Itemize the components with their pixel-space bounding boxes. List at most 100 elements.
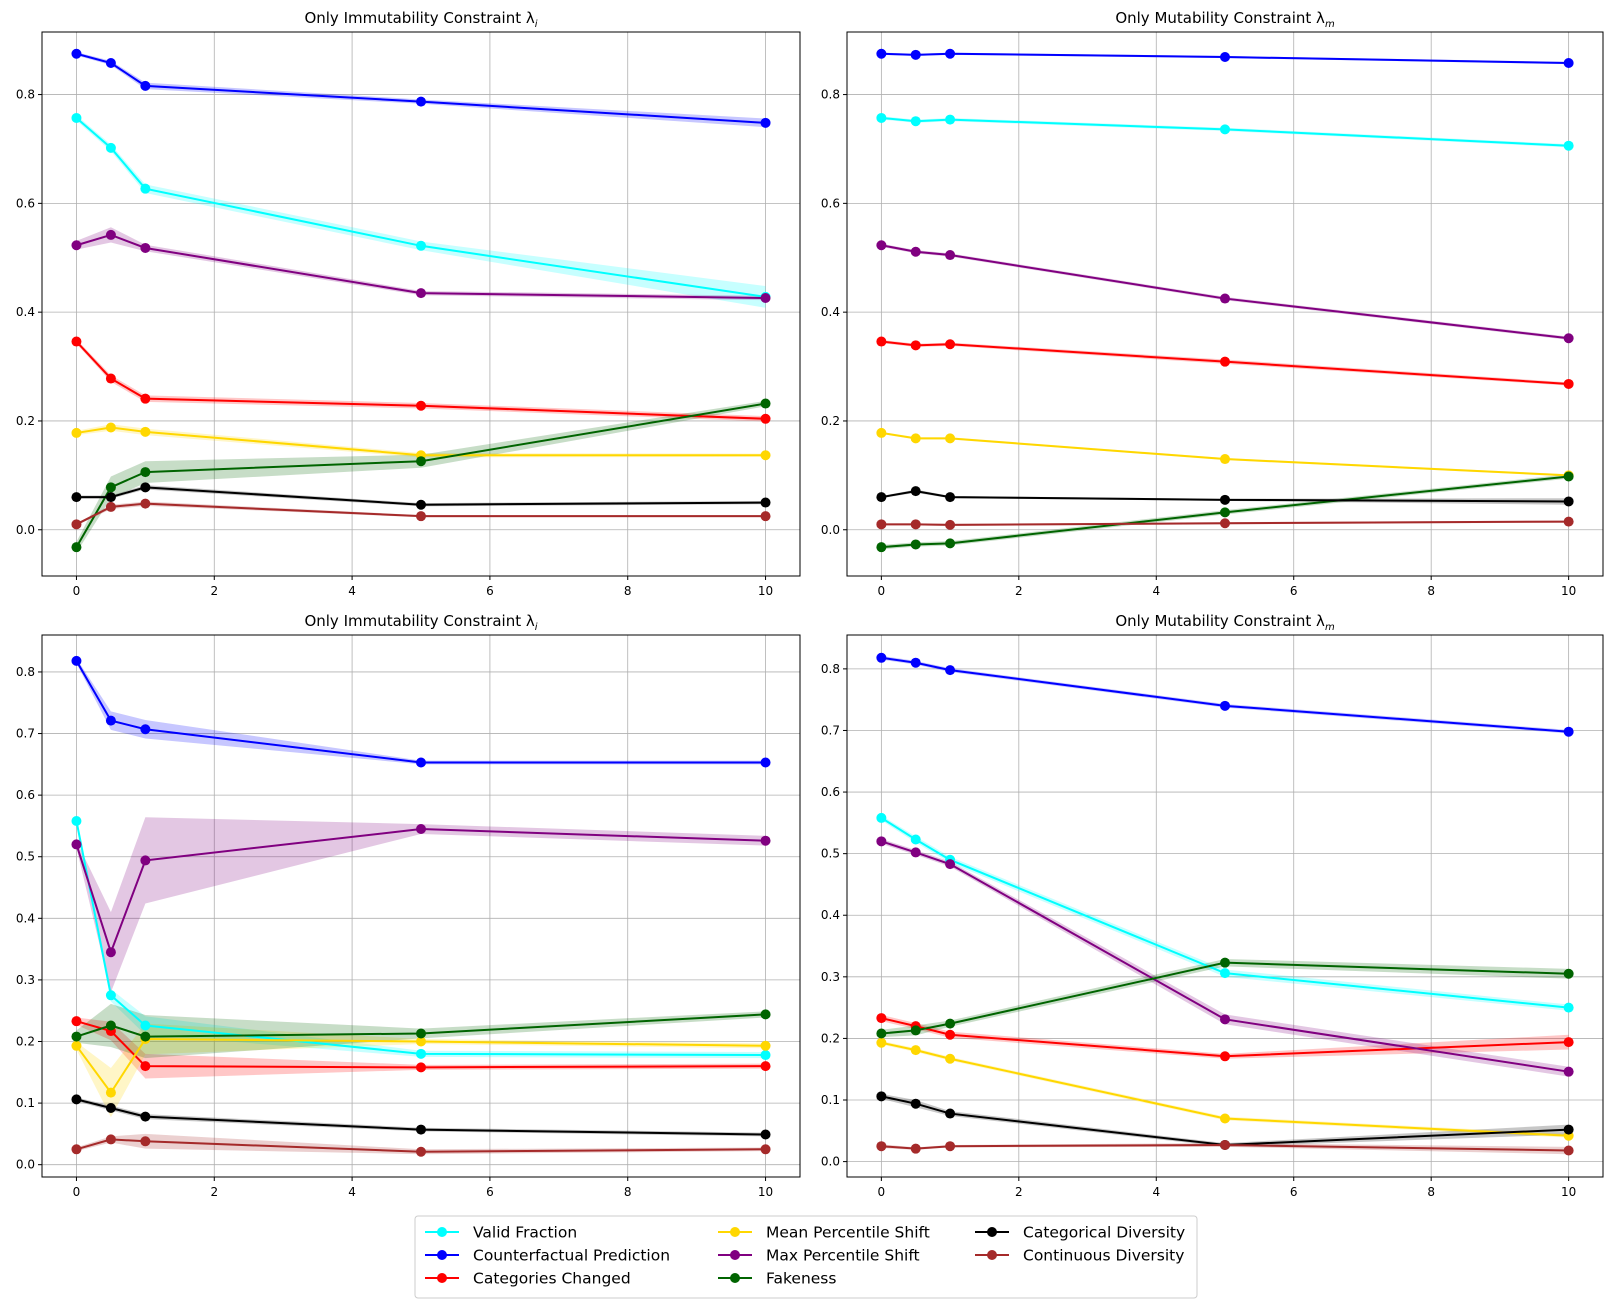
y-tick-label: 0.0 <box>821 523 840 537</box>
data-point <box>105 482 116 493</box>
chart-panel-1: 0 2 4 6 8 10 0.0 0.2 0.4 0.6 0.8 Only Immutability … <box>16 9 801 598</box>
y-tick-label: 0.8 <box>16 88 35 102</box>
data-point <box>105 947 116 958</box>
y-tick-label: 0.0 <box>16 523 35 537</box>
data-point <box>760 497 771 508</box>
x-tick-label: 8 <box>1427 584 1435 598</box>
y-tick-label: 0.3 <box>821 970 840 984</box>
data-point <box>71 816 82 827</box>
data-point <box>910 433 921 444</box>
data-point <box>71 427 82 438</box>
plot-frame <box>846 634 1604 1178</box>
data-point <box>105 715 116 726</box>
legend-item: Fakeness <box>718 1270 836 1288</box>
series-line-2 <box>75 660 766 764</box>
data-point <box>876 336 887 347</box>
x-tick-label: 4 <box>1152 584 1160 598</box>
data-point <box>416 511 426 522</box>
data-point <box>910 49 921 60</box>
data-point <box>416 1124 426 1135</box>
data-point <box>1220 1113 1230 1124</box>
data-point <box>910 486 921 497</box>
data-point <box>876 112 887 123</box>
legend-label: Valid Fraction <box>473 1224 577 1242</box>
series-line-1 <box>75 117 766 298</box>
data-point <box>876 1037 887 1048</box>
data-point <box>416 400 426 411</box>
series-line-2 <box>76 52 766 124</box>
data-point <box>105 422 116 433</box>
legend-label: Counterfactual Prediction <box>473 1247 670 1265</box>
series-band-2 <box>881 655 1569 734</box>
plot-frame <box>41 634 801 1178</box>
legend-item: Counterfactual Prediction <box>425 1247 670 1265</box>
data-point <box>910 340 921 351</box>
series-band-4 <box>76 1023 766 1118</box>
legend: Valid Fraction Counterfactual Prediction C… <box>414 1215 1198 1299</box>
series-line-1 <box>880 817 1569 1009</box>
x-tick-label: 0 <box>878 584 886 598</box>
data-point <box>876 652 887 663</box>
data-point <box>1220 700 1230 711</box>
data-point <box>1220 507 1230 518</box>
legend-swatch-marker <box>437 1273 447 1283</box>
legend-swatch-marker <box>987 1227 997 1237</box>
data-point <box>945 114 956 125</box>
x-tick-label: 10 <box>1561 1185 1576 1199</box>
legend-swatch-marker <box>987 1250 997 1260</box>
x-tick-label: 8 <box>1427 1185 1435 1199</box>
data-point <box>416 757 426 768</box>
data-point <box>945 665 956 676</box>
y-tick-label: 0.8 <box>821 662 840 676</box>
data-point <box>876 427 887 438</box>
data-point <box>1563 140 1574 151</box>
x-tick-label: 8 <box>624 584 632 598</box>
data-point <box>760 398 771 409</box>
data-point <box>105 492 116 503</box>
legend-label: Max Percentile Shift <box>766 1247 920 1265</box>
data-point <box>945 1141 956 1152</box>
legend-swatch-marker <box>437 1250 447 1260</box>
data-point <box>140 498 151 509</box>
data-point <box>140 855 151 866</box>
y-tick-label: 0.0 <box>821 1155 840 1169</box>
data-point <box>910 834 921 845</box>
data-point <box>416 499 426 510</box>
legend-swatch-marker <box>730 1273 740 1283</box>
data-point <box>1220 293 1230 304</box>
y-tick-label: 0.2 <box>16 414 35 428</box>
x-tick-label: 6 <box>486 1185 494 1199</box>
data-point <box>140 724 151 735</box>
y-tick-label: 0.7 <box>16 727 35 741</box>
data-point <box>876 519 887 530</box>
data-point <box>945 1053 956 1064</box>
data-point <box>910 1045 921 1056</box>
legend-item: Categories Changed <box>425 1270 631 1288</box>
data-point <box>1563 1124 1574 1135</box>
data-point <box>71 240 82 251</box>
data-point <box>140 1061 151 1072</box>
y-tick-label: 0.4 <box>821 908 840 922</box>
data-point <box>876 1091 887 1102</box>
data-point <box>910 657 921 668</box>
data-point <box>945 538 956 549</box>
data-point <box>1220 1051 1230 1062</box>
data-point <box>416 824 426 835</box>
series-band-4 <box>76 424 766 458</box>
data-point <box>416 1062 426 1073</box>
series-band-7 <box>881 1093 1569 1147</box>
data-point <box>945 519 956 530</box>
data-point <box>71 655 82 666</box>
legend-item: Mean Percentile Shift <box>718 1224 930 1242</box>
data-point <box>945 859 956 870</box>
data-point <box>760 1050 771 1061</box>
data-point <box>876 48 887 59</box>
x-tick-label: 2 <box>1015 1185 1023 1199</box>
data-point <box>945 492 956 503</box>
data-point <box>945 250 956 261</box>
data-point <box>876 812 887 823</box>
x-tick-label: 0 <box>73 1185 81 1199</box>
data-point <box>760 511 771 522</box>
legend-label: Categorical Diversity <box>1023 1224 1185 1242</box>
series-band-3 <box>76 1017 766 1079</box>
